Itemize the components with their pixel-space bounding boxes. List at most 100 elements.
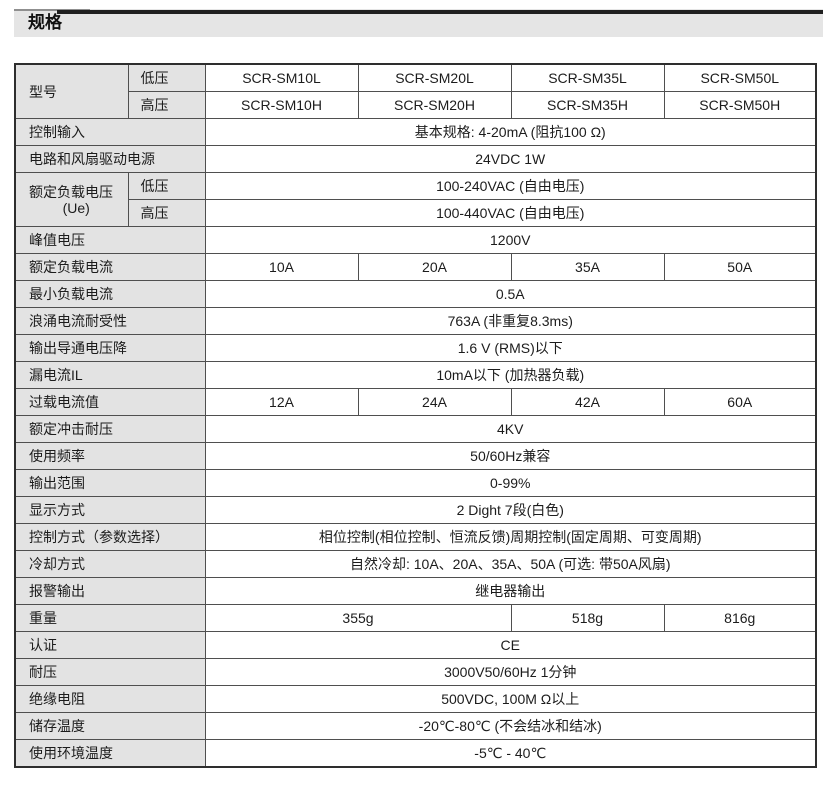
row-label-cell: 认证: [14, 631, 206, 659]
value-cell: 10mA以下 (加热器负载): [204, 361, 817, 389]
spec-row: 高压 SCR-SM10H SCR-SM20H SCR-SM35H SCR-SM50H: [15, 91, 817, 119]
spec-row: 认证 CE: [14, 631, 817, 659]
row-sublabel-cell: 高压: [127, 91, 206, 119]
spec-row: 额定负载电流 10A 20A 35A 50A: [14, 253, 817, 281]
value-cell: SCR-SM35L: [510, 63, 665, 92]
spec-row: 显示方式 2 Dight 7段(白色): [14, 496, 817, 524]
spec-row: 使用环境温度 -5℃ - 40℃: [14, 739, 817, 768]
value-cell: 3000V50/60Hz 1分钟: [204, 658, 817, 686]
row-label-cell: 型号: [14, 63, 129, 119]
spec-row: 型号 低压 SCR-SM10L SCR-SM20L SCR-SM35L SCR-SM50L: [14, 63, 817, 119]
value-cell: 相位控制(相位控制、恒流反馈)周期控制(固定周期、可变周期): [204, 523, 817, 551]
page-title: 规格: [28, 13, 62, 32]
spec-row: 控制输入 基本规格: 4-20mA (阻抗100 Ω): [14, 118, 817, 146]
value-cell: 4KV: [204, 415, 817, 443]
value-cell: 42A: [510, 388, 665, 416]
row-label-cell: 额定冲击耐压: [14, 415, 206, 443]
spec-row: 高压 100-440VAC (自由电压): [15, 199, 817, 227]
spec-row: 最小负载电流 0.5A: [14, 280, 817, 308]
row-label-cell: 储存温度: [14, 712, 206, 740]
value-cell: 10A: [204, 253, 359, 281]
row-label-cell: 使用频率: [14, 442, 206, 470]
row-label-cell: 绝缘电阻: [14, 685, 206, 713]
value-cell: 24A: [357, 388, 512, 416]
spec-row: 电路和风扇驱动电源 24VDC 1W: [14, 145, 817, 173]
row-sublabel-cell: 低压: [127, 63, 206, 92]
spec-row: 浪涌电流耐受性 763A (非重复8.3ms): [14, 307, 817, 335]
value-cell: -5℃ - 40℃: [204, 739, 817, 768]
value-cell: 1200V: [204, 226, 817, 254]
row-label-cell: 耐压: [14, 658, 206, 686]
spec-row: 冷却方式 自然冷却: 10A、20A、35A、50A (可选: 带50A风扇): [14, 550, 817, 578]
value-cell: 60A: [663, 388, 817, 416]
row-label-cell: 电路和风扇驱动电源: [14, 145, 206, 173]
value-cell: 763A (非重复8.3ms): [204, 307, 817, 335]
row-sublabel-cell: 高压: [127, 199, 206, 227]
spec-row: 重量 355g 518g 816g: [14, 604, 817, 632]
spec-row: 使用频率 50/60Hz兼容: [14, 442, 817, 470]
row-label-cell: 浪涌电流耐受性: [14, 307, 206, 335]
value-cell: 816g: [663, 604, 817, 632]
value-cell: 50A: [663, 253, 817, 281]
spec-row: 额定冲击耐压 4KV: [14, 415, 817, 443]
row-label-text: 额定负载电压: [29, 183, 113, 200]
value-cell: 自然冷却: 10A、20A、35A、50A (可选: 带50A风扇): [204, 550, 817, 578]
spec-row: 储存温度 -20℃-80℃ (不会结冰和结冰): [14, 712, 817, 740]
value-cell: 2 Dight 7段(白色): [204, 496, 817, 524]
value-cell: 35A: [510, 253, 665, 281]
value-cell: SCR-SM20H: [357, 91, 512, 119]
value-cell: 24VDC 1W: [204, 145, 817, 173]
spec-row: 峰值电压 1200V: [14, 226, 817, 254]
value-cell: SCR-SM10L: [204, 63, 359, 92]
spec-table-body: 型号 低压 SCR-SM10L SCR-SM20L SCR-SM35L SCR-SM50L…: [14, 63, 817, 768]
header-rule-thick: [57, 10, 823, 14]
value-cell: 0-99%: [204, 469, 817, 497]
section-header: 规格: [14, 9, 823, 37]
value-cell: 20A: [357, 253, 512, 281]
row-sublabel-cell: 低压: [127, 172, 206, 200]
spec-table: 型号 低压 SCR-SM10L SCR-SM20L SCR-SM35L SCR-SM50L…: [14, 63, 817, 768]
row-label-cell: 控制方式（参数选择）: [14, 523, 206, 551]
row-label-cell: 使用环境温度: [14, 739, 206, 768]
row-label-cell: 额定负载电压 (Ue): [14, 172, 129, 227]
row-label-cell: 额定负载电流: [14, 253, 206, 281]
spec-row: 额定负载电压 (Ue) 低压 100-240VAC (自由电压): [14, 172, 817, 227]
value-cell: SCR-SM50L: [663, 63, 817, 92]
header-rule-thin: [14, 9, 90, 11]
value-cell: 355g: [204, 604, 512, 632]
value-cell: SCR-SM35H: [510, 91, 665, 119]
value-cell: 0.5A: [204, 280, 817, 308]
row-label-cell: 显示方式: [14, 496, 206, 524]
spec-row: 输出范围 0-99%: [14, 469, 817, 497]
row-label-subtext: (Ue): [62, 199, 90, 216]
row-label-cell: 漏电流IL: [14, 361, 206, 389]
value-cell: CE: [204, 631, 817, 659]
spec-row: 报警输出 继电器输出: [14, 577, 817, 605]
value-cell: 100-240VAC (自由电压): [204, 172, 817, 200]
spec-row: 控制方式（参数选择） 相位控制(相位控制、恒流反馈)周期控制(固定周期、可变周期): [14, 523, 817, 551]
value-cell: 100-440VAC (自由电压): [204, 199, 817, 227]
value-cell: SCR-SM10H: [204, 91, 359, 119]
row-label-cell: 冷却方式: [14, 550, 206, 578]
value-cell: 518g: [510, 604, 665, 632]
row-label-cell: 峰值电压: [14, 226, 206, 254]
row-label-cell: 输出导通电压降: [14, 334, 206, 362]
value-cell: SCR-SM50H: [663, 91, 817, 119]
row-label-cell: 最小负载电流: [14, 280, 206, 308]
value-cell: -20℃-80℃ (不会结冰和结冰): [204, 712, 817, 740]
spec-row: 输出导通电压降 1.6 V (RMS)以下: [14, 334, 817, 362]
value-cell: 继电器输出: [204, 577, 817, 605]
spec-row: 过载电流值 12A 24A 42A 60A: [14, 388, 817, 416]
row-label-cell: 控制输入: [14, 118, 206, 146]
spec-row: 耐压 3000V50/60Hz 1分钟: [14, 658, 817, 686]
row-label-cell: 报警输出: [14, 577, 206, 605]
value-cell: 500VDC, 100M Ω以上: [204, 685, 817, 713]
row-label-cell: 输出范围: [14, 469, 206, 497]
value-cell: 基本规格: 4-20mA (阻抗100 Ω): [204, 118, 817, 146]
row-label-cell: 重量: [14, 604, 206, 632]
value-cell: SCR-SM20L: [357, 63, 512, 92]
value-cell: 1.6 V (RMS)以下: [204, 334, 817, 362]
spec-row: 绝缘电阻 500VDC, 100M Ω以上: [14, 685, 817, 713]
spec-row: 漏电流IL 10mA以下 (加热器负载): [14, 361, 817, 389]
value-cell: 50/60Hz兼容: [204, 442, 817, 470]
